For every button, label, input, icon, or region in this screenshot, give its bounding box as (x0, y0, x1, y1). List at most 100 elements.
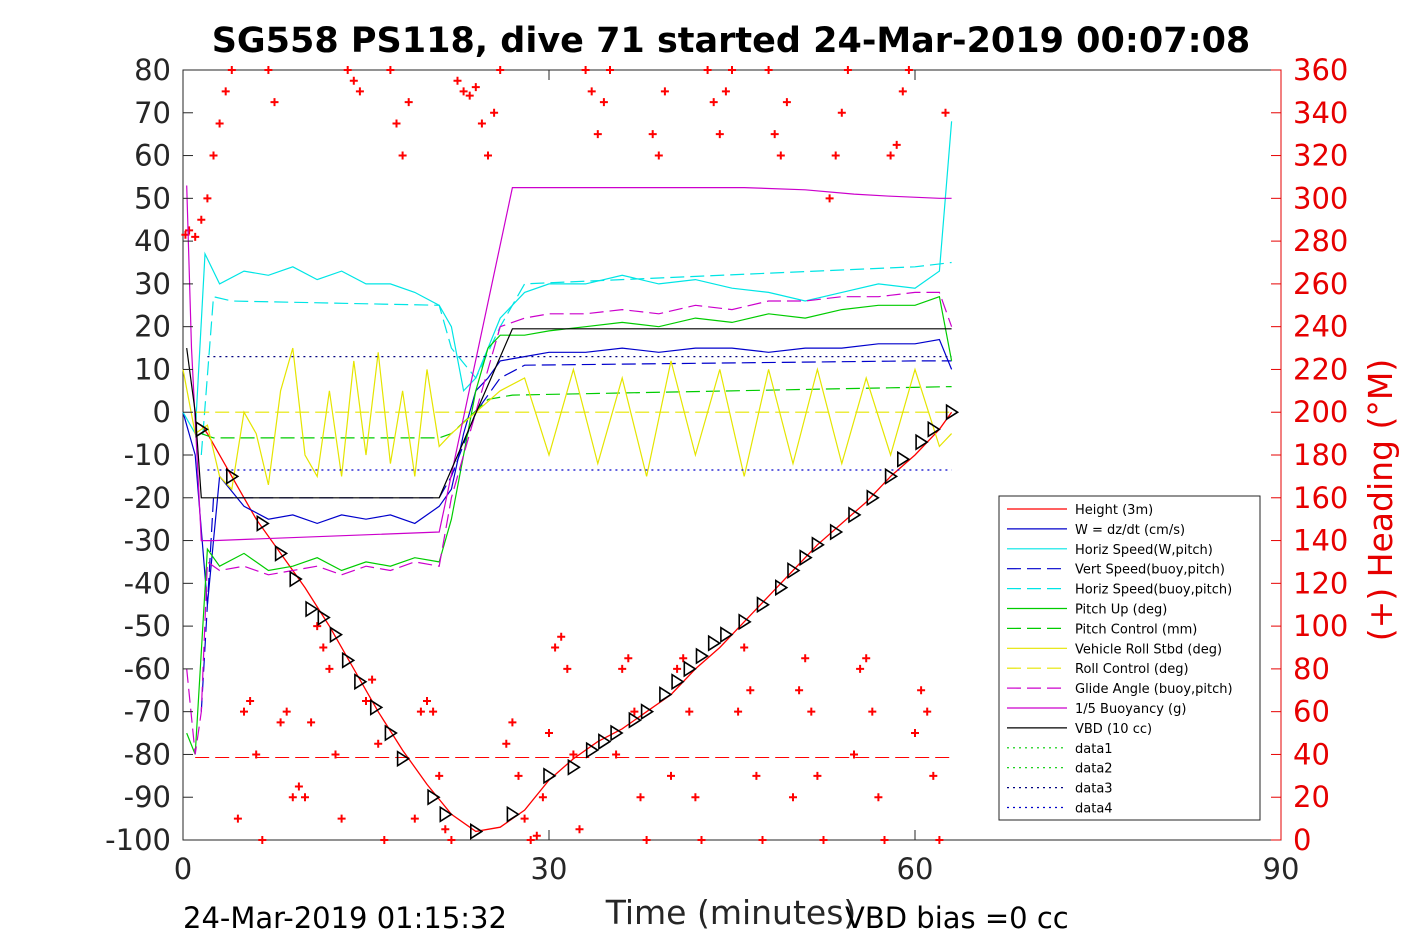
depth-marker (369, 698, 384, 716)
heading-marker (435, 771, 444, 780)
depth-marker (720, 626, 734, 644)
heading-marker (886, 151, 895, 160)
heading-marker (264, 66, 273, 74)
heading-marker (368, 675, 377, 684)
x-tick-label: 30 (531, 852, 568, 886)
series-line-1 (182, 338, 953, 605)
heading-marker (258, 836, 267, 844)
legend: Height (3m) W = dz/dt (cm/s) Horiz Speed(W… (998, 495, 1261, 821)
heading-marker (569, 750, 578, 759)
heading-marker (240, 707, 248, 716)
y-tick-label-left: -40 (124, 566, 171, 600)
y-tick-label-left: 60 (134, 139, 171, 173)
heading-marker (764, 66, 773, 74)
heading-marker (227, 66, 236, 74)
heading-marker (856, 664, 865, 673)
heading-marker (508, 718, 517, 727)
heading-marker (801, 654, 810, 663)
y-tick-label-right: 160 (1293, 481, 1348, 515)
heading-marker (532, 831, 541, 840)
heading-marker (282, 707, 291, 716)
depth-marker (738, 613, 752, 631)
heading-marker (728, 66, 736, 74)
heading-marker (721, 87, 730, 96)
legend-label: Glide Angle (buoy,pitch) (1075, 682, 1233, 697)
y-tick-label-left: 80 (134, 53, 171, 87)
depth-marker (329, 626, 343, 644)
heading-marker (618, 664, 627, 673)
heading-marker (404, 98, 413, 107)
legend-label: Horiz Speed(buoy,pitch) (1075, 583, 1232, 598)
heading-marker (624, 654, 633, 663)
heading-marker (813, 771, 822, 780)
heading-marker (758, 836, 767, 844)
heading-marker (331, 750, 340, 759)
depth-marker (848, 506, 862, 524)
y-tick-label-right: 300 (1293, 181, 1348, 215)
x-tick-label: 90 (1263, 852, 1300, 886)
y-tick-label-left: 0 (153, 395, 171, 429)
series-line-4 (200, 261, 952, 456)
depth-marker (811, 536, 825, 554)
heading-marker (789, 793, 797, 802)
heading-marker (221, 87, 230, 96)
axes: 0 30 60 9080706050403020100-10-20-30-40-50-… (105, 53, 1348, 886)
y-tick-label-right: 100 (1293, 609, 1348, 643)
chart-title: SG558 PS118, dive 71 started 24-Mar-2019… (212, 21, 1251, 61)
heading-marker (776, 151, 785, 160)
series-line-9 (186, 291, 953, 755)
heading-marker (587, 87, 596, 96)
heading-marker (667, 771, 675, 780)
heading-marker (795, 686, 804, 695)
heading-marker (545, 729, 553, 738)
y-tick-label-left: -30 (124, 524, 171, 558)
heading-marker (453, 76, 462, 85)
heading-marker (252, 750, 261, 759)
heading-marker (441, 825, 450, 834)
heading-marker (349, 76, 358, 85)
depth-marker (640, 703, 655, 721)
heading-marker (374, 739, 383, 748)
heading-marker (447, 836, 456, 844)
depth-marker (289, 570, 303, 588)
y-tick-label-left: -60 (124, 652, 171, 686)
legend-box (998, 495, 1261, 821)
depth-marker (354, 673, 368, 691)
heading-marker (782, 98, 791, 107)
y-tick-label-right: 60 (1293, 695, 1330, 729)
y-tick-label-right: 80 (1293, 652, 1330, 686)
heading-marker (270, 98, 279, 107)
y-tick-label-left: -70 (124, 695, 171, 729)
depth-marker (610, 724, 624, 742)
heading-marker (313, 622, 322, 631)
legend-label: Height (3m) (1075, 503, 1153, 518)
heading-marker (941, 108, 950, 117)
depth-marker (628, 711, 642, 729)
heading-marker (648, 130, 657, 139)
y-tick-label-left: -80 (124, 737, 171, 771)
heading-marker (843, 66, 852, 74)
heading-marker (215, 119, 224, 128)
heading-marker (520, 814, 529, 823)
y-tick-label-left: -50 (124, 609, 171, 643)
depth-marker (305, 600, 319, 618)
y-tick-label-left: 70 (134, 96, 171, 130)
heading-marker (246, 696, 255, 705)
heading-marker (679, 654, 688, 663)
x-tick-label: 0 (174, 852, 192, 886)
heading-marker (203, 194, 212, 203)
heading-marker (880, 836, 889, 844)
y-tick-label-left: 30 (134, 267, 171, 301)
legend-label: Pitch Up (deg) (1075, 603, 1167, 618)
heading-marker (575, 825, 584, 834)
legend-label: W = dz/dt (cm/s) (1075, 523, 1185, 538)
heading-marker (904, 66, 913, 74)
heading-marker (715, 130, 724, 139)
heading-marker (484, 151, 492, 160)
x-axis-label: Time (minutes) (605, 893, 857, 932)
series-line-0 (200, 411, 953, 833)
heading-marker (355, 87, 364, 96)
depth-marker (470, 822, 484, 840)
heading-marker (630, 707, 639, 716)
y-tick-label-right: 0 (1293, 823, 1311, 857)
